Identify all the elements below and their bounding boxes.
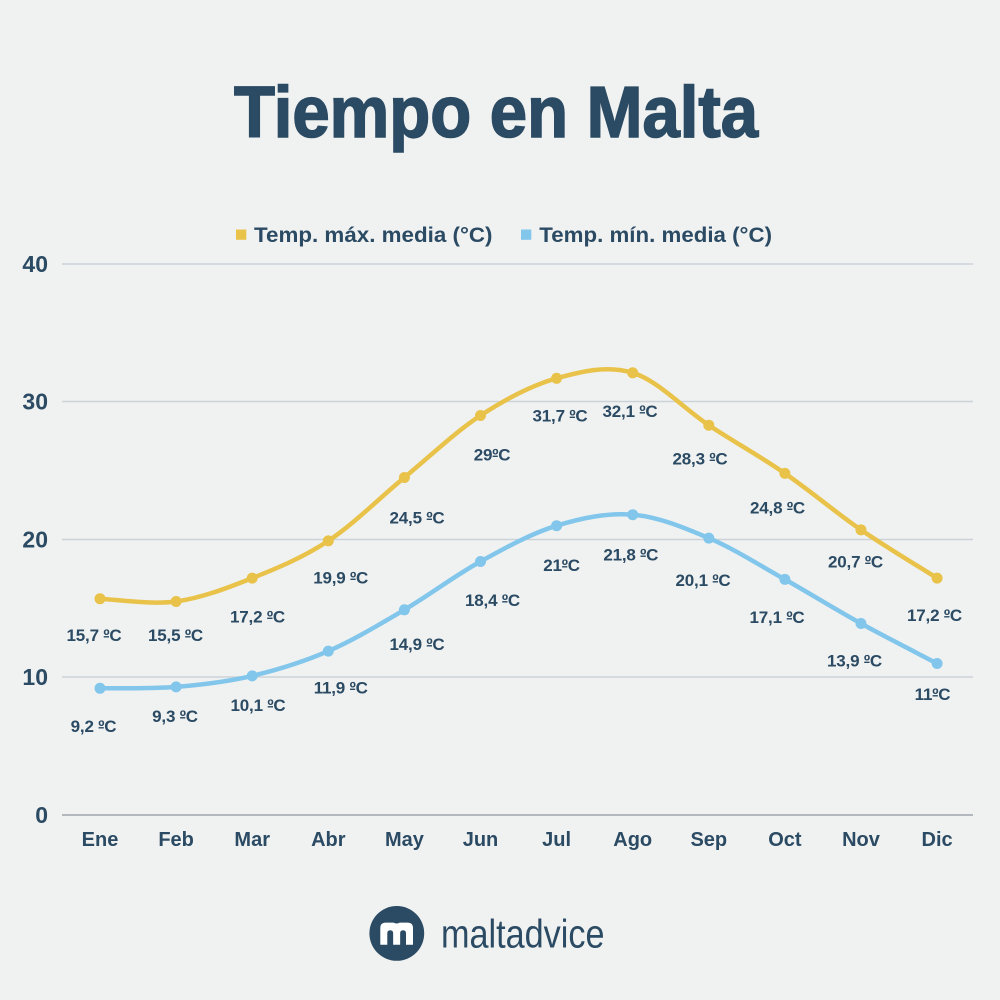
svg-text:Ago: Ago (613, 829, 652, 851)
svg-text:17,1 ºC: 17,1 ºC (750, 608, 805, 627)
svg-text:21,8 ºC: 21,8 ºC (603, 545, 658, 564)
svg-text:28,3 ºC: 28,3 ºC (673, 450, 728, 469)
svg-text:30: 30 (22, 389, 48, 415)
svg-text:maltadvice: maltadvice (441, 913, 605, 957)
svg-text:Dic: Dic (922, 829, 953, 851)
svg-text:19,9 ºC: 19,9 ºC (313, 569, 368, 588)
svg-text:Sep: Sep (690, 829, 727, 851)
svg-text:24,8 ºC: 24,8 ºC (750, 499, 805, 518)
svg-text:32,1 ºC: 32,1 ºC (603, 402, 658, 421)
svg-text:15,5 ºC: 15,5 ºC (148, 626, 203, 645)
svg-text:20,1 ºC: 20,1 ºC (676, 571, 731, 590)
svg-text:May: May (385, 829, 425, 851)
svg-text:15,7 ºC: 15,7 ºC (67, 626, 122, 645)
svg-text:17,2 ºC: 17,2 ºC (230, 608, 285, 627)
svg-text:29ºC: 29ºC (474, 446, 511, 465)
svg-text:Jul: Jul (542, 829, 571, 851)
svg-text:11,9 ºC: 11,9 ºC (314, 679, 368, 698)
svg-text:Ene: Ene (82, 829, 119, 851)
svg-text:Temp. máx. media (°C): Temp. máx. media (°C) (254, 224, 493, 247)
svg-text:Nov: Nov (842, 829, 881, 851)
svg-text:20: 20 (22, 527, 48, 553)
svg-text:Jun: Jun (463, 829, 499, 851)
svg-text:31,7 ºC: 31,7 ºC (533, 407, 588, 426)
svg-text:Feb: Feb (158, 829, 194, 851)
svg-text:9,2 ºC: 9,2 ºC (71, 717, 117, 736)
svg-text:18,4 ºC: 18,4 ºC (465, 591, 520, 610)
svg-text:0: 0 (35, 802, 48, 828)
svg-text:21ºC: 21ºC (543, 556, 580, 575)
svg-text:Abr: Abr (311, 829, 346, 851)
svg-text:11ºC: 11ºC (915, 685, 951, 704)
svg-text:9,3 ºC: 9,3 ºC (152, 707, 198, 726)
svg-text:10: 10 (22, 664, 48, 690)
svg-text:40: 40 (22, 251, 48, 277)
svg-text:Oct: Oct (768, 829, 802, 851)
svg-text:Mar: Mar (234, 829, 270, 851)
svg-text:24,5 ºC: 24,5 ºC (390, 509, 445, 528)
svg-text:20,7 ºC: 20,7 ºC (828, 553, 883, 572)
svg-text:14,9 ºC: 14,9 ºC (390, 635, 445, 654)
svg-text:10,1 ºC: 10,1 ºC (231, 696, 286, 715)
svg-text:Temp. mín. media (°C): Temp. mín. media (°C) (539, 224, 772, 247)
svg-text:13,9 ºC: 13,9 ºC (827, 652, 882, 671)
svg-text:17,2 ºC: 17,2 ºC (907, 606, 962, 625)
svg-text:Tiempo en Malta: Tiempo en Malta (234, 73, 759, 153)
